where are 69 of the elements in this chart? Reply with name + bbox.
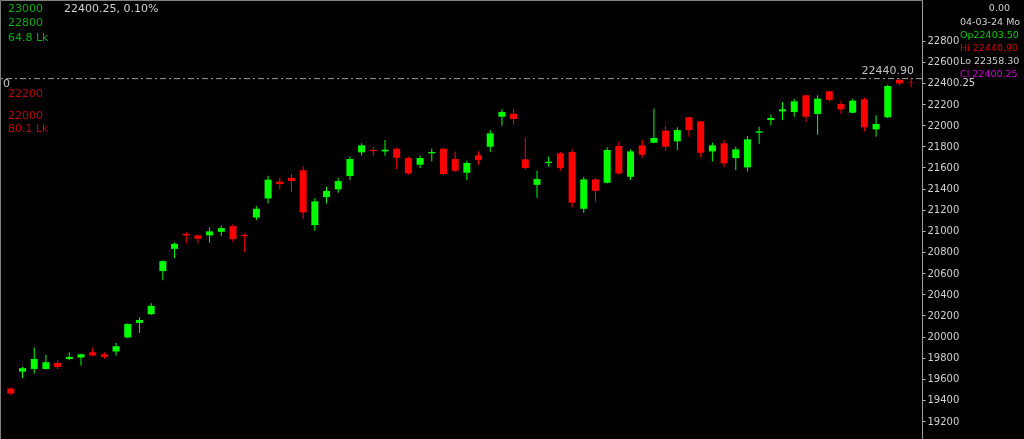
candlestick xyxy=(241,232,249,253)
y-tick-label: 19800 xyxy=(927,352,960,364)
y-tick-label: 21200 xyxy=(927,204,960,216)
annotation: 80.1 Lk xyxy=(8,122,50,135)
candlestick xyxy=(556,151,564,172)
candlestick xyxy=(463,160,471,181)
ref-line-label: 22440.90 xyxy=(861,63,914,77)
y-tick-label: 19400 xyxy=(927,394,960,406)
candlestick xyxy=(404,156,412,176)
text: Hi 22440.90 xyxy=(960,42,1019,53)
y-tick-label: 20000 xyxy=(927,331,960,343)
y-tick-label: 20600 xyxy=(927,267,960,279)
y-tick-label: 20400 xyxy=(927,288,960,300)
annotation: 23000 xyxy=(8,2,43,15)
y-tick-label: 22600 xyxy=(927,56,960,68)
candlestick xyxy=(708,142,716,162)
candlestick xyxy=(732,146,740,171)
y-tick-label: 21000 xyxy=(927,225,960,237)
candlestick xyxy=(650,108,658,144)
y-tick-label: 22200 xyxy=(927,98,960,110)
candlestick xyxy=(287,173,295,193)
candlestick xyxy=(673,126,681,151)
candlestick xyxy=(814,94,822,136)
candlestick xyxy=(159,259,167,281)
y-tick-label: 21400 xyxy=(927,183,960,195)
candlestick xyxy=(872,114,880,138)
y-tick-label: 21600 xyxy=(927,161,960,173)
y-tick-label: 22800 xyxy=(927,35,960,47)
candlestick xyxy=(77,353,85,367)
candlestick xyxy=(662,125,670,152)
candlestick xyxy=(42,354,50,371)
candlestick xyxy=(416,154,424,169)
candlestick xyxy=(837,100,845,115)
candlestick xyxy=(30,347,38,375)
candlestick xyxy=(311,197,319,232)
candlestick xyxy=(790,98,798,118)
text: Op22403.50 xyxy=(960,29,1019,40)
candlestick xyxy=(638,139,646,159)
annotation: 22000 xyxy=(8,109,43,122)
y-tick-label: 19200 xyxy=(927,415,960,427)
text: 04-03-24 Mo xyxy=(960,16,1021,27)
annotation: 0 xyxy=(3,77,10,90)
annotation: 22200 xyxy=(8,87,43,100)
y-tick-label: 20200 xyxy=(927,309,960,321)
candlestick xyxy=(346,156,354,181)
y-tick-label: 22400.25 xyxy=(927,77,976,89)
annotation: 64.8 Lk xyxy=(8,31,50,44)
candlestick xyxy=(498,108,506,127)
y-tick-label: 20800 xyxy=(927,246,960,258)
text: 0.00 xyxy=(988,2,1010,13)
candlestick xyxy=(802,94,810,123)
y-tick-label: 22000 xyxy=(927,119,960,131)
candlestick xyxy=(229,223,237,243)
text: Cl 22400.25 xyxy=(960,68,1018,79)
candlestick xyxy=(591,177,599,203)
candlestick xyxy=(720,139,728,168)
chart-title: 22400.25, 0.10% xyxy=(64,2,159,15)
candlestick xyxy=(264,175,272,204)
y-tick-label: 21800 xyxy=(927,140,960,152)
candlestick xyxy=(521,137,529,170)
candlestick xyxy=(779,101,787,121)
text: Lo 22358.30 xyxy=(960,55,1020,66)
candlestick xyxy=(112,342,120,357)
candlestick xyxy=(451,150,459,173)
annotation: 22800 xyxy=(8,16,43,29)
y-tick-label: 19600 xyxy=(927,373,960,385)
candlestick xyxy=(486,129,494,153)
candlestick xyxy=(533,170,541,199)
candlestick xyxy=(393,147,401,170)
